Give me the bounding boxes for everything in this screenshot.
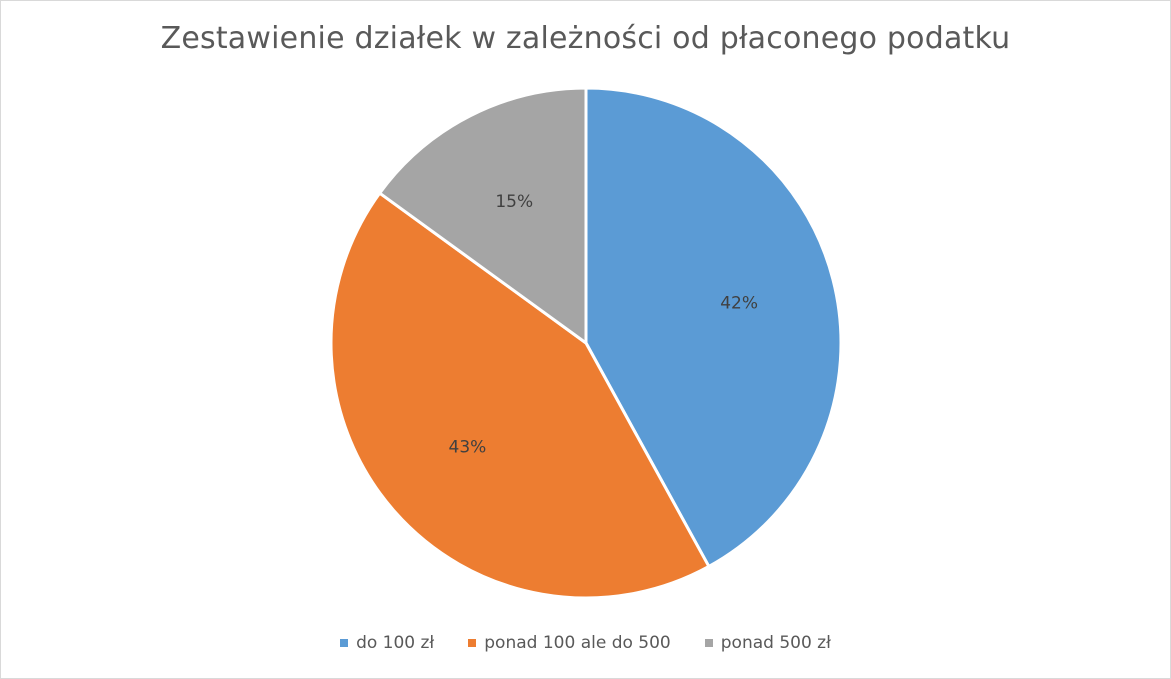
chart-title: Zestawienie działek w zależności od płac… xyxy=(160,21,1011,56)
legend-label: ponad 100 ale do 500 xyxy=(484,633,671,653)
data-label-1: 43% xyxy=(449,438,487,458)
legend-item-ponad-500: ponad 500 zł xyxy=(704,633,831,653)
data-label-0: 42% xyxy=(720,294,758,314)
pie-slice-0 xyxy=(584,86,843,568)
legend-swatch xyxy=(704,639,713,647)
legend-swatch xyxy=(340,639,349,647)
data-label-2: 15% xyxy=(495,192,533,212)
legend-swatch xyxy=(468,639,477,647)
pie-data-labels: 42% 43% 15% xyxy=(449,192,759,457)
legend: do 100 zł ponad 100 ale do 500 ponad 500… xyxy=(1,633,1170,653)
pie-slices xyxy=(329,86,843,600)
legend-item-do-100: do 100 zł xyxy=(340,633,434,653)
pie-slice-1 xyxy=(329,191,711,600)
legend-label: do 100 zł xyxy=(356,633,435,653)
legend-label: ponad 500 zł xyxy=(720,633,831,653)
pie-slice-2 xyxy=(378,86,588,345)
legend-item-ponad-100: ponad 100 ale do 500 xyxy=(468,633,671,653)
